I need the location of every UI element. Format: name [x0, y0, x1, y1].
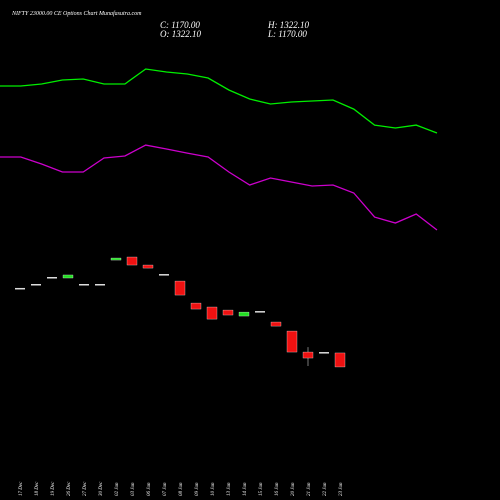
x-tick-label: 20 Jan [291, 482, 296, 496]
candle-body [79, 284, 89, 286]
x-tick-label: 18 Dec [35, 481, 40, 496]
indicator-line [0, 68, 438, 134]
candle-body [174, 280, 186, 296]
indicator-line [0, 144, 438, 231]
x-tick-label: 06 Jan [147, 482, 152, 496]
candle-body [319, 352, 329, 354]
x-tick-label: 21 Jan [307, 482, 312, 496]
x-tick-label: 17 Dec [19, 481, 24, 496]
x-tick-label: 10 Jan [211, 482, 216, 496]
candle-body [238, 311, 250, 317]
x-tick-label: 14 Jan [243, 482, 248, 496]
chart-title: NIFTY 23000.00 CE Options Chart Munafasu… [11, 10, 142, 17]
candle-body [126, 256, 138, 266]
low-label: L: 1170.00 [267, 29, 307, 39]
candle-body [222, 309, 234, 316]
close-label: C: 1170.00 [160, 20, 200, 30]
candle-body [47, 277, 57, 279]
candle-body [31, 284, 41, 286]
candle-body [142, 264, 154, 269]
candle-body [334, 352, 346, 368]
candle-body [95, 284, 105, 286]
candle-body [62, 274, 74, 279]
candle-body [190, 302, 202, 310]
x-tick-label: 23 Jan [339, 482, 344, 496]
x-tick-label: 08 Jan [179, 482, 184, 496]
x-tick-label: 15 Jan [259, 482, 264, 496]
candle-body [15, 287, 25, 290]
x-tick-label: 30 Dec [99, 481, 104, 496]
x-tick-label: 22 Jan [323, 482, 328, 496]
x-tick-label: 07 Jan [163, 482, 168, 496]
x-tick-label: 26 Dec [67, 481, 72, 496]
candle-body [110, 257, 122, 261]
candle-body [159, 274, 169, 276]
x-tick-label: 02 Jan [115, 482, 120, 496]
candle-body [255, 311, 265, 313]
x-tick-label: 16 Jan [275, 482, 280, 496]
candle-body [302, 351, 314, 359]
x-tick-label: 27 Dec [83, 481, 88, 496]
x-tick-label: 19 Dec [51, 481, 56, 496]
high-label: H: 1322.10 [267, 20, 309, 30]
candle-body [206, 306, 218, 320]
candle-body [286, 330, 298, 353]
x-tick-label: 09 Jan [195, 482, 200, 496]
x-tick-label: 13 Jan [227, 482, 232, 496]
candle-body [270, 321, 282, 327]
x-tick-label: 03 Jan [131, 482, 136, 496]
open-label: O: 1322.10 [160, 29, 201, 39]
